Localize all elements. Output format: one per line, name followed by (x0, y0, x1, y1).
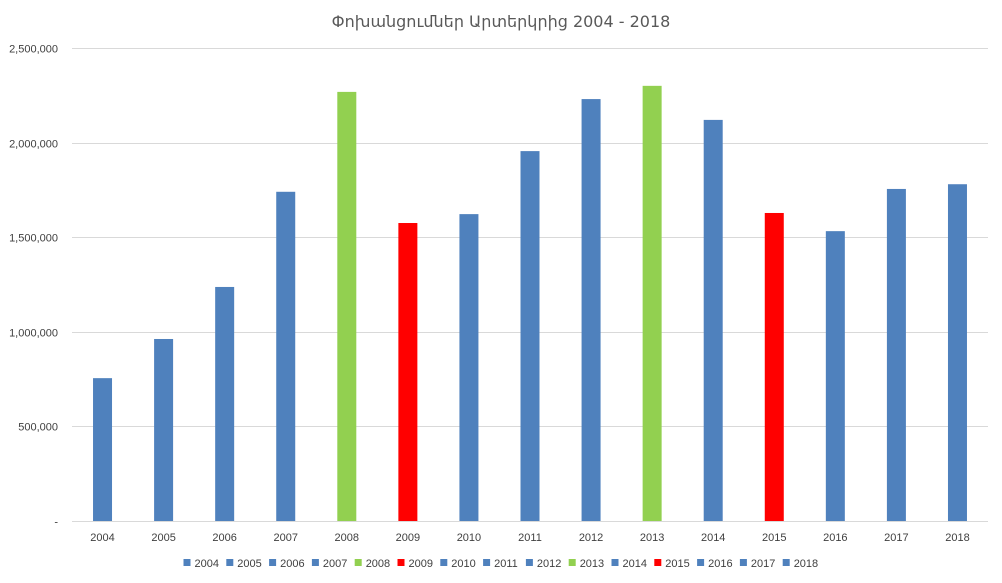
x-tick-label: 2009 (396, 532, 420, 544)
legend-item-2013: 2013 (568, 558, 604, 570)
bar-2005 (154, 338, 174, 521)
x-tick-label: 2013 (640, 532, 664, 544)
legend-label: 2018 (794, 558, 818, 570)
legend-item-2004: 2004 (183, 558, 219, 570)
legend-item-2012: 2012 (525, 558, 561, 570)
bars (93, 85, 967, 522)
legend: 2004 2005 2006 2007 2008 2009 2010 2011 2012 2013… (183, 558, 818, 570)
y-tick-label: 2,000,000 (9, 139, 58, 151)
legend-item-2014: 2014 (611, 558, 647, 570)
legend-item-2017: 2017 (739, 558, 775, 570)
x-tick-label: 2014 (701, 532, 725, 544)
legend-label: 2006 (280, 558, 304, 570)
legend-item-2006: 2006 (269, 558, 305, 570)
legend-swatch (697, 559, 705, 566)
legend-label: 2016 (708, 558, 732, 570)
chart-title: Փոխանցումներ Արտերկրից 2004 - 2018 (332, 12, 671, 31)
bar-2016 (825, 231, 845, 521)
x-tick-label: 2007 (273, 532, 297, 544)
legend-label: 2005 (237, 558, 261, 570)
legend-swatch (397, 559, 405, 566)
y-tick-label: - (54, 517, 58, 529)
y-axis: - 500,000 1,000,000 1,500,000 2,000,000 2,500… (9, 44, 58, 529)
x-tick-label: 2006 (212, 532, 236, 544)
y-tick-label: 1,500,000 (9, 233, 58, 245)
legend-item-2015: 2015 (654, 558, 690, 570)
legend-item-2016: 2016 (697, 558, 733, 570)
bar-2018 (947, 184, 967, 521)
bar-2013 (642, 85, 662, 521)
legend-swatch (226, 559, 234, 566)
legend-swatch (354, 559, 362, 566)
x-tick-label: 2008 (335, 532, 359, 544)
legend-item-2010: 2010 (440, 558, 476, 570)
bar-2011 (520, 151, 540, 522)
legend-label: 2011 (494, 558, 518, 570)
legend-item-2005: 2005 (226, 558, 262, 570)
x-tick-label: 2015 (762, 532, 786, 544)
legend-label: 2014 (623, 558, 647, 570)
legend-item-2009: 2009 (397, 558, 433, 570)
x-tick-label: 2005 (151, 532, 175, 544)
bar-2012 (581, 99, 601, 521)
legend-label: 2017 (751, 558, 775, 570)
legend-item-2018: 2018 (782, 558, 818, 570)
legend-swatch (525, 559, 533, 566)
legend-label: 2013 (580, 558, 604, 570)
legend-label: 2012 (537, 558, 561, 570)
legend-label: 2004 (195, 558, 219, 570)
legend-label: 2015 (665, 558, 689, 570)
x-tick-label: 2018 (945, 532, 969, 544)
bar-2017 (886, 188, 906, 521)
legend-label: 2007 (323, 558, 347, 570)
x-tick-label: 2004 (90, 532, 114, 544)
legend-swatch (568, 559, 576, 566)
x-tick-label: 2010 (457, 532, 481, 544)
bar-2006 (215, 286, 235, 521)
legend-label: 2008 (366, 558, 390, 570)
legend-swatch (440, 559, 448, 566)
bar-2007 (276, 191, 296, 522)
x-axis: 2004 2005 2006 2007 2008 2009 2010 2011 2012 2013… (90, 532, 969, 544)
legend-swatch (782, 559, 790, 566)
legend-swatch (654, 559, 662, 566)
legend-label: 2009 (409, 558, 433, 570)
bar-2008 (337, 91, 357, 521)
legend-item-2011: 2011 (483, 558, 518, 570)
x-tick-label: 2012 (579, 532, 603, 544)
y-tick-label: 500,000 (18, 422, 58, 434)
legend-swatch (183, 559, 191, 566)
bar-2009 (398, 223, 418, 521)
legend-swatch (269, 559, 277, 566)
y-tick-label: 2,500,000 (9, 44, 58, 56)
legend-item-2008: 2008 (354, 558, 390, 570)
bar-2015 (764, 212, 784, 522)
y-tick-label: 1,000,000 (9, 328, 58, 340)
legend-swatch (739, 559, 747, 566)
x-tick-label: 2011 (518, 532, 542, 544)
legend-swatch (311, 559, 319, 566)
bar-2010 (459, 214, 479, 521)
bar-2004 (93, 378, 113, 521)
bar-2014 (703, 119, 723, 522)
legend-swatch (483, 559, 491, 566)
x-tick-label: 2017 (884, 532, 908, 544)
x-tick-label: 2016 (823, 532, 847, 544)
legend-label: 2010 (451, 558, 475, 570)
legend-swatch (611, 559, 619, 566)
legend-item-2007: 2007 (311, 558, 347, 570)
